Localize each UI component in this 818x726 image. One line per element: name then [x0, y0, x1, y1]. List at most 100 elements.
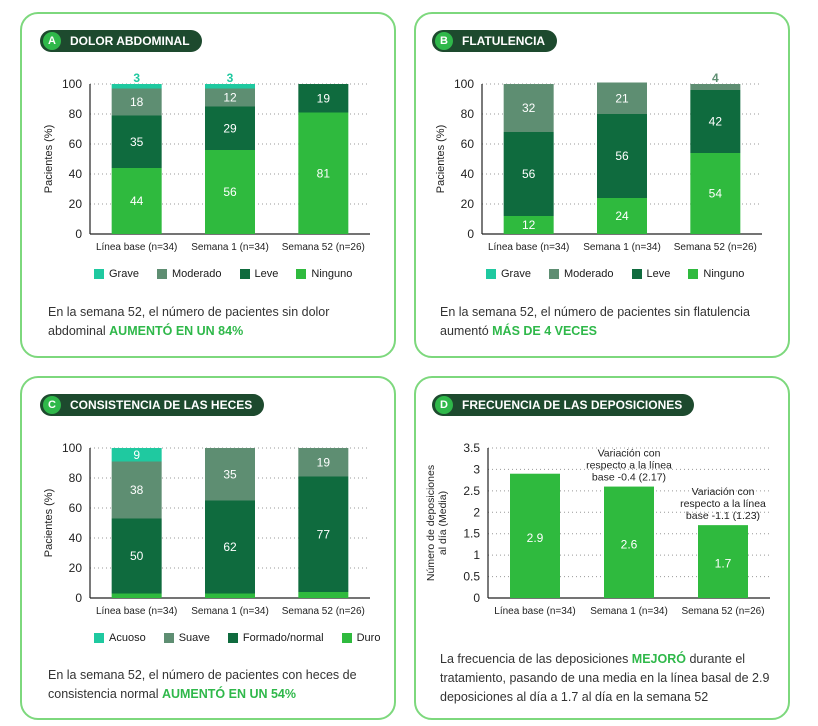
data-label: 19	[317, 91, 331, 105]
legend-label: Leve	[646, 268, 671, 280]
legend-item-moderado: Moderado	[156, 268, 222, 280]
bar-segment-acuoso	[111, 448, 162, 462]
y-tick-label: 60	[461, 137, 475, 151]
panel-d-letter: D	[435, 396, 453, 414]
caption-d-text: La frecuencia de las deposiciones	[440, 652, 632, 666]
data-label: 62	[223, 540, 237, 554]
bar-segment-formado-normal	[205, 500, 255, 594]
legend-label: Leve	[254, 268, 279, 280]
data-label: 81	[317, 166, 331, 180]
panel-c-title-text: CONSISTENCIA DE LAS HECES	[70, 398, 253, 412]
legend-label: Grave	[109, 268, 139, 280]
legend-swatch	[341, 633, 352, 643]
legend-swatch	[94, 633, 104, 643]
bar-segment-ninguno	[503, 216, 554, 234]
legend-item-grave: Grave	[94, 268, 139, 280]
caption-d-text-end: durante el tratamiento, pasando de una m…	[440, 652, 770, 704]
data-label: 50	[130, 549, 144, 563]
panel-c-letter: C	[43, 396, 61, 414]
legend-item-moderado: Moderado	[548, 268, 614, 280]
caption-panel-d: La frecuencia de las deposiciones MEJORÓ…	[440, 650, 780, 707]
x-tick-label: Línea base (n=34)	[96, 606, 177, 617]
y-axis-label: Pacientes (%)	[43, 125, 55, 193]
data-label: 9	[133, 448, 140, 462]
annotation-text: Variación con	[598, 448, 661, 460]
legend-swatch	[239, 269, 250, 279]
bar-segment-duro	[111, 593, 162, 598]
x-tick-label: Línea base (n=34)	[488, 242, 569, 253]
y-axis-label: Pacientes (%)	[435, 125, 447, 193]
bar-segment-ninguno	[111, 168, 162, 234]
y-tick-label: 100	[62, 441, 82, 455]
y-tick-label: 20	[69, 561, 83, 575]
y-tick-label: 0.5	[463, 570, 480, 584]
y-tick-label: 2	[473, 505, 480, 519]
panel-c-title: C CONSISTENCIA DE LAS HECES	[40, 394, 265, 416]
legend-swatch	[631, 269, 642, 279]
y-tick-label: 40	[461, 167, 475, 181]
data-label: 19	[317, 455, 331, 469]
legend-flatulencia: Grave Moderado Leve Ninguno	[486, 268, 744, 280]
legend-label: Acuoso	[109, 632, 146, 644]
bar-segment-leve	[205, 106, 255, 150]
bar-segment-duro	[205, 593, 255, 598]
legend-swatch	[688, 269, 699, 279]
x-tick-label: Semana 1 (n=34)	[191, 242, 269, 253]
bar-segment-moderado	[690, 84, 741, 90]
y-tick-label: 1.5	[463, 527, 480, 541]
bar-segment-leve	[597, 114, 647, 198]
legend-swatch	[296, 269, 307, 279]
bar	[698, 525, 748, 598]
legend-item-formado-normal: Formado/normal	[227, 632, 324, 644]
bar-segment-formado-normal	[298, 476, 349, 592]
y-tick-label: 80	[461, 107, 475, 121]
bar-segment-duro	[298, 592, 349, 598]
y-tick-label: 60	[69, 137, 83, 151]
caption-b-highlight: MÁS DE 4 VECES	[492, 324, 598, 338]
data-label: 35	[223, 467, 237, 481]
legend-dolor-abdominal: Grave Moderado Leve Ninguno	[94, 268, 352, 280]
data-label: 12	[223, 91, 237, 105]
bar-segment-leve	[690, 90, 741, 153]
bar-segment-ninguno	[298, 112, 349, 234]
y-tick-label: 40	[69, 167, 83, 181]
legend-item-suave: Suave	[163, 632, 210, 644]
annotation-text: respecto a la línea	[586, 460, 672, 472]
y-tick-label: 100	[454, 77, 474, 91]
legend-item-acuoso: Acuoso	[94, 632, 146, 644]
bar-segment-suave	[298, 448, 349, 477]
legend-label: Grave	[501, 268, 531, 280]
bar-segment-ninguno	[597, 198, 647, 234]
y-tick-label: 2.5	[463, 484, 480, 498]
legend-swatch	[156, 269, 167, 279]
data-label: 35	[130, 135, 144, 149]
y-tick-label: 0	[467, 227, 474, 241]
bar-segment-grave	[111, 84, 162, 89]
data-label: 1.7	[715, 557, 732, 571]
x-tick-label: Línea base (n=34)	[494, 606, 575, 617]
bar-segment-ninguno	[690, 153, 741, 234]
data-label: 54	[709, 187, 723, 201]
data-label: 18	[130, 95, 144, 109]
data-label: 32	[522, 101, 536, 115]
caption-panel-b: En la semana 52, el número de pacientes …	[440, 303, 770, 341]
y-tick-label: 80	[69, 471, 83, 485]
chart-frecuencia-deposiciones: Número de deposiciones al día (Media) 0 0.5…	[425, 441, 770, 617]
caption-d-highlight: MEJORÓ	[631, 652, 686, 666]
y-tick-label: 20	[461, 197, 475, 211]
annotation-text: base -0.4 (2.17)	[592, 472, 666, 484]
legend-consistencia-heces: Acuoso Suave Formado/normal Duro	[94, 632, 380, 644]
y-tick-label: 3.5	[463, 441, 480, 455]
panel-b-title: B FLATULENCIA	[432, 30, 558, 52]
bar-segment-moderado	[503, 84, 554, 132]
data-label: 24	[615, 209, 629, 223]
bar-segment-formado-normal	[111, 518, 162, 594]
legend-item-duro: Duro	[341, 632, 380, 644]
data-label: 2.6	[621, 537, 638, 551]
chart-dolor-abdominal: Pacientes (%) 0 20 40 60 80 100 44 35 18 3 Línea ba…	[43, 71, 370, 253]
caption-c-text: En la semana 52, el número de pacientes …	[48, 668, 357, 701]
legend-label: Ninguno	[311, 268, 353, 280]
legend-label: Suave	[178, 632, 210, 644]
x-tick-label: Línea base (n=34)	[96, 242, 177, 253]
legend-item-ninguno: Ninguno	[296, 268, 352, 280]
